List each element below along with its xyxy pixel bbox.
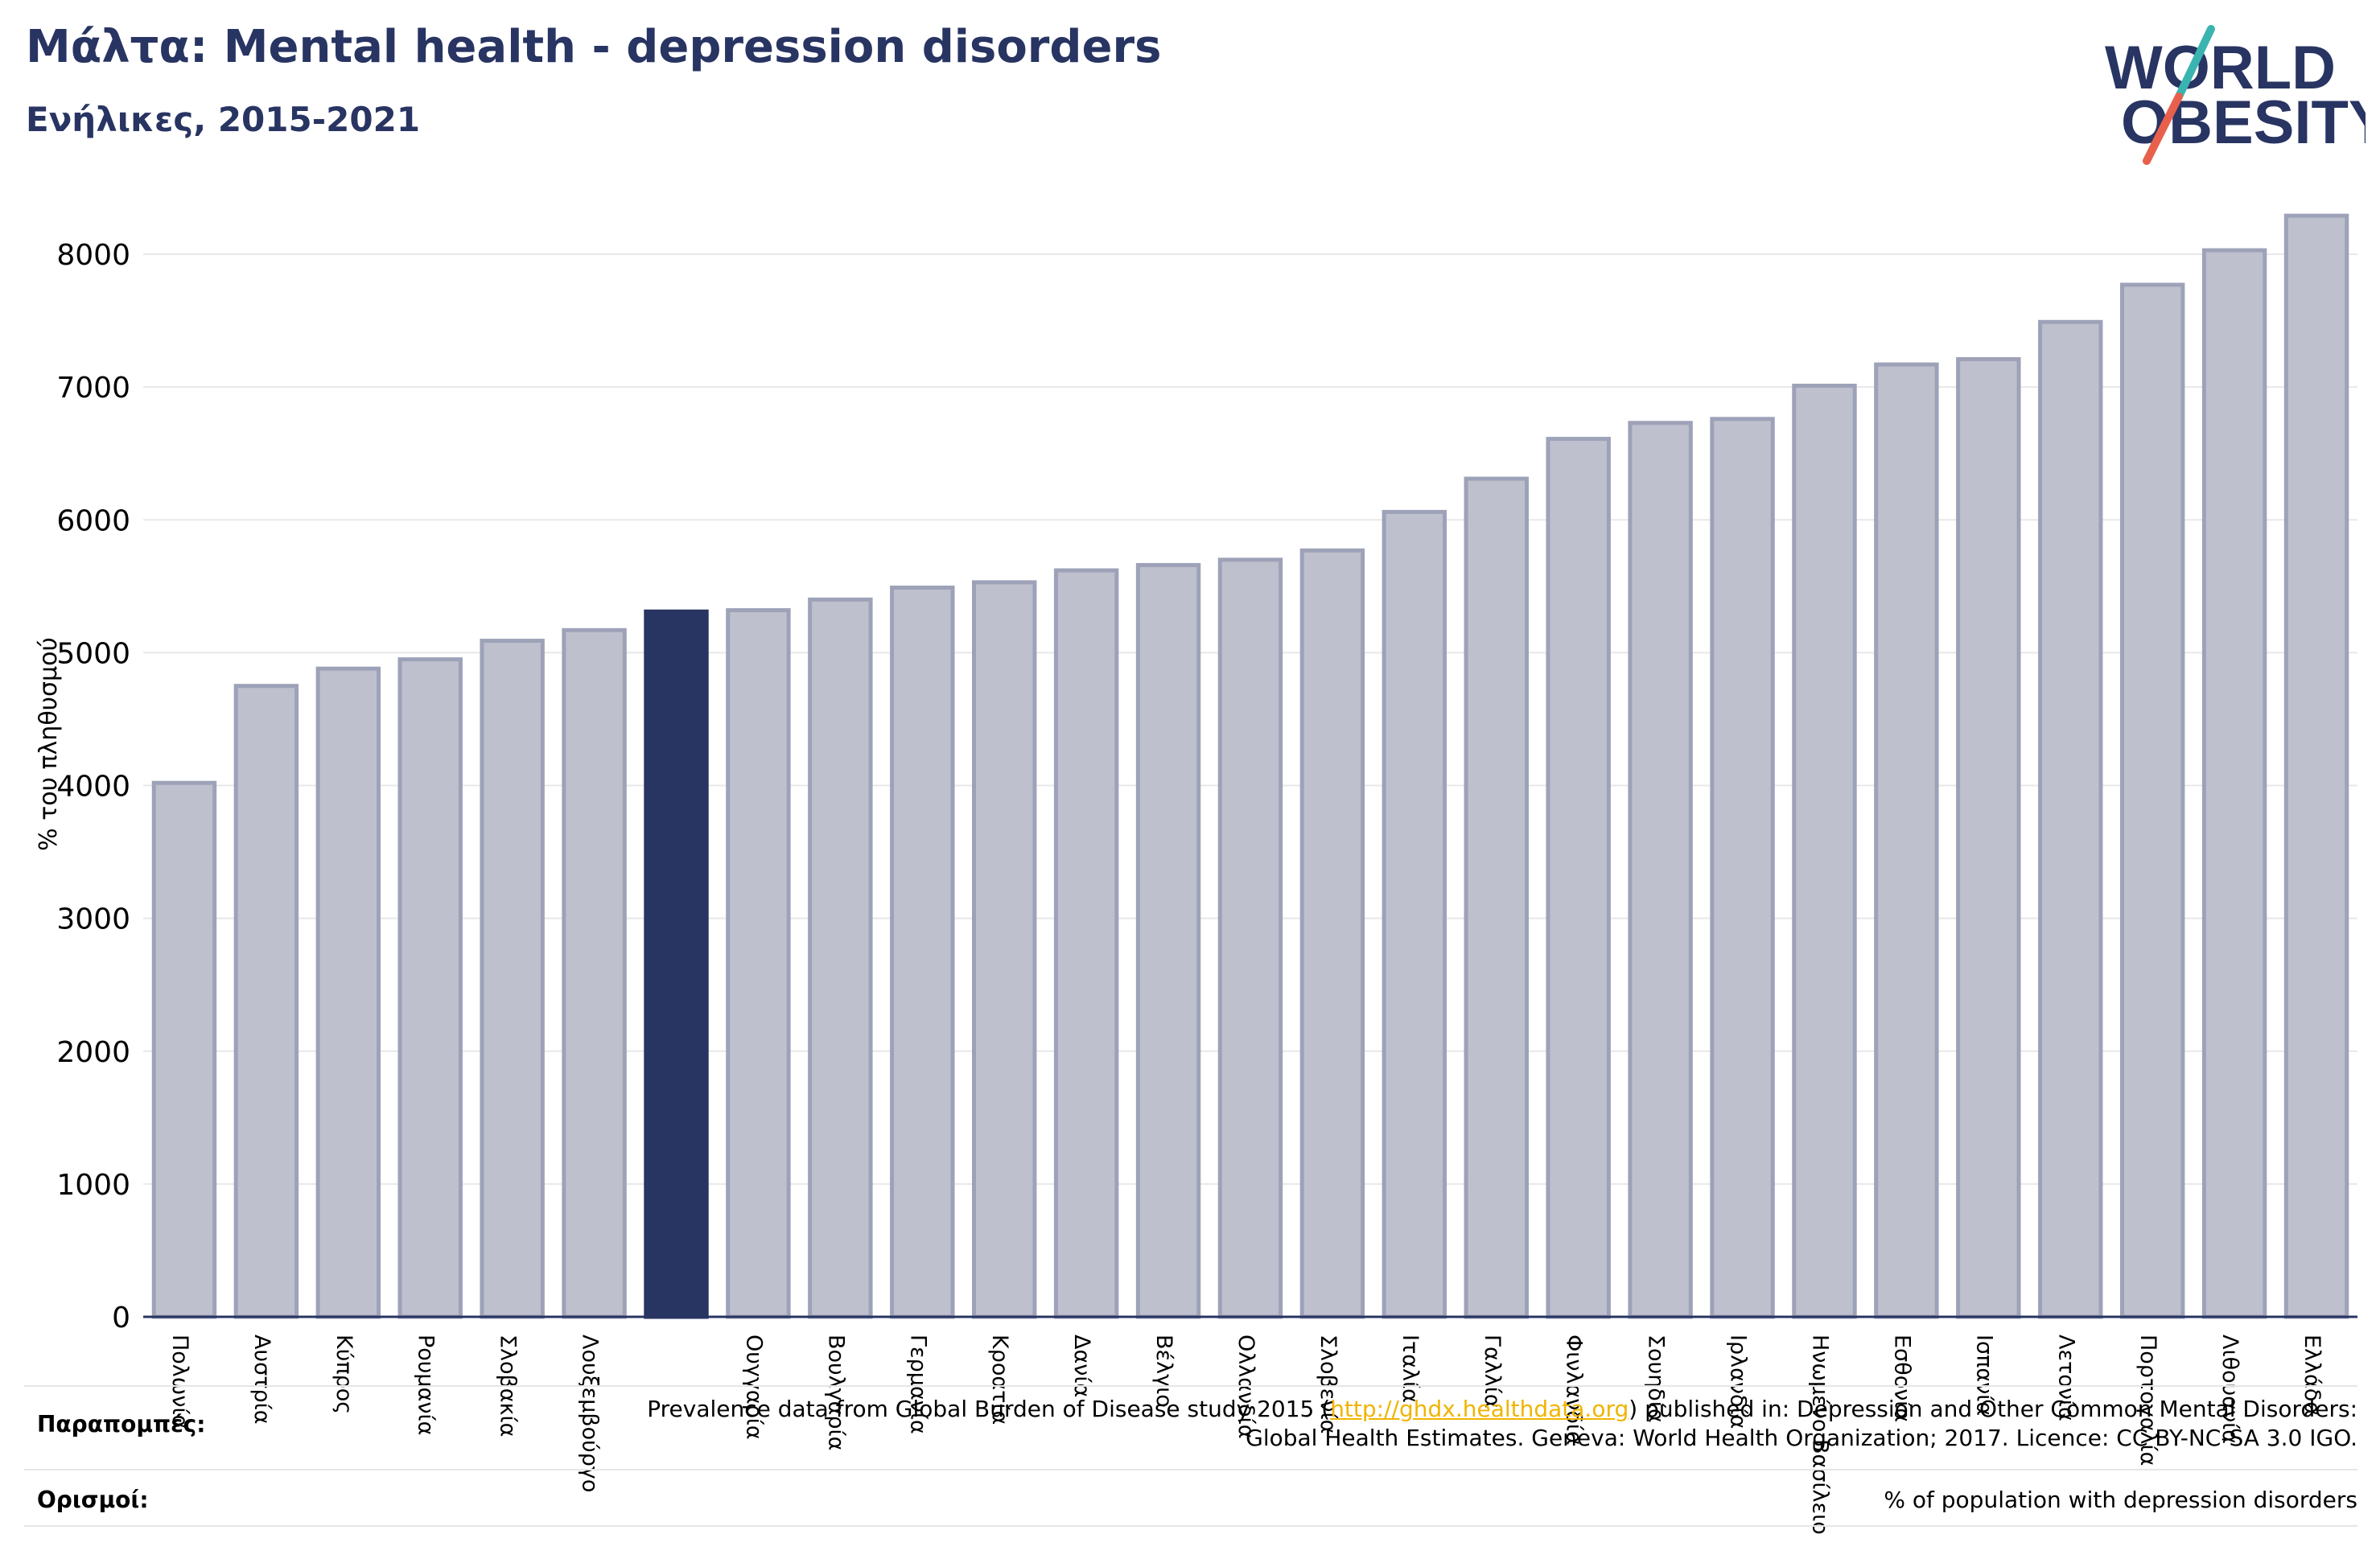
logo-slash-top	[2175, 25, 2215, 101]
bar	[151, 780, 217, 1319]
references-post: ) published in: Depression and Other Com…	[1246, 1396, 2357, 1451]
x-tick-label: Εσθονία	[1889, 1335, 1914, 1422]
x-tick-label: Αυστρία	[249, 1335, 274, 1425]
x-tick-label: Λετονία	[2053, 1335, 2078, 1421]
y-axis-ticks: 0 1000 2000 3000 4000 5000 6000 7000 8000	[56, 239, 130, 1335]
x-tick-label: Λουξεμβούργο	[578, 1335, 603, 1492]
bar	[1874, 362, 1939, 1319]
bar	[562, 627, 627, 1319]
x-tick-label: Δανία	[1069, 1335, 1094, 1397]
x-tick-label: Πορτογαλία	[2135, 1335, 2160, 1466]
x-tick-label: Ιταλία	[1398, 1335, 1423, 1403]
references-label: Παραπομπές:	[37, 1411, 206, 1437]
bar	[2038, 319, 2103, 1319]
bar	[1217, 557, 1283, 1319]
x-tick-label: Σλοβενία	[1316, 1335, 1340, 1433]
bar	[972, 580, 1037, 1319]
references-row: Παραπομπές: Prevalence data from Global …	[24, 1385, 2357, 1469]
y-tick-label: 1000	[56, 1169, 130, 1202]
x-tick-label: Ηνωμένο Βασίλειο	[1807, 1335, 1832, 1535]
bar	[808, 597, 873, 1319]
bar	[2119, 282, 2185, 1319]
bar	[890, 585, 955, 1319]
references-pre: Prevalence data from Global Burden of Di…	[647, 1396, 1331, 1422]
x-axis-labels: Πολωνία Αυστρία Κύπρος Ρουμανία Σλοβακία Λουξ…	[167, 1335, 2324, 1535]
x-tick-label: Ιρλανδία	[1726, 1335, 1751, 1429]
logo-line-1: WORLD	[2105, 34, 2336, 102]
x-tick-label: Βέλγιο	[1151, 1335, 1176, 1408]
bar	[1546, 437, 1611, 1319]
page-subtitle: Ενήλικες, 2015-2021	[26, 100, 421, 139]
x-tick-label: Βουλγαρία	[823, 1335, 848, 1451]
page-title: Μάλτα: Mental health - depression disord…	[26, 21, 1162, 73]
definitions-label: Ορισμοί:	[37, 1487, 149, 1513]
x-tick-label: Λιθουανία	[2217, 1335, 2242, 1444]
x-tick-label: Σουηδία	[1644, 1335, 1669, 1423]
y-tick-label: 8000	[56, 239, 130, 272]
y-tick-label: 0	[112, 1302, 130, 1335]
references-text: Prevalence data from Global Burden of Di…	[587, 1395, 2357, 1453]
bar	[1792, 384, 1857, 1319]
x-tick-label: Ελλάδα	[2300, 1335, 2324, 1416]
bars	[151, 213, 2349, 1319]
y-tick-label: 7000	[56, 372, 130, 405]
bar	[1464, 476, 1529, 1319]
x-tick-label: Φινλανδία	[1562, 1335, 1587, 1446]
bar	[1053, 568, 1119, 1319]
x-tick-label: Ουγγαρία	[741, 1335, 766, 1440]
y-tick-label: 5000	[56, 637, 130, 670]
definitions-text: % of population with depression disorder…	[1884, 1487, 2357, 1513]
bar	[480, 639, 545, 1319]
y-tick-label: 4000	[56, 771, 130, 804]
y-tick-label: 2000	[56, 1036, 130, 1069]
bar	[726, 608, 791, 1319]
bar	[1135, 562, 1201, 1319]
bar	[2201, 248, 2267, 1319]
x-tick-label: Κύπρος	[331, 1335, 356, 1414]
footer: Παραπομπές: Prevalence data from Global …	[24, 1385, 2357, 1527]
x-tick-label: Κροατία	[987, 1335, 1012, 1425]
bar	[1710, 417, 1775, 1319]
x-tick-label: Γερμανία	[905, 1335, 930, 1434]
references-link[interactable]: http://ghdx.healthdata.org	[1330, 1396, 1629, 1422]
bar	[233, 684, 299, 1319]
bar	[1299, 548, 1365, 1319]
logo-slash-bottom	[2143, 93, 2183, 165]
bar	[1381, 509, 1447, 1319]
y-tick-label: 3000	[56, 903, 130, 936]
x-tick-label: Ρουμανία	[414, 1335, 439, 1435]
x-tick-label: Ισπανία	[1971, 1335, 1996, 1416]
y-tick-label: 6000	[56, 504, 130, 537]
bar	[315, 666, 381, 1319]
world-obesity-logo: WORLD OBESITY	[2105, 25, 2366, 165]
bar-highlight	[644, 609, 709, 1319]
bar	[397, 657, 463, 1319]
bar	[1956, 356, 2021, 1319]
x-tick-label: Πολωνία	[167, 1335, 192, 1429]
x-tick-label: Γαλλία	[1480, 1335, 1505, 1409]
bar	[2283, 213, 2349, 1319]
y-axis-label: % του πληθυσμού	[35, 637, 63, 851]
definitions-row: Ορισμοί: % of population with depression…	[24, 1469, 2357, 1527]
bar	[1628, 421, 1693, 1319]
